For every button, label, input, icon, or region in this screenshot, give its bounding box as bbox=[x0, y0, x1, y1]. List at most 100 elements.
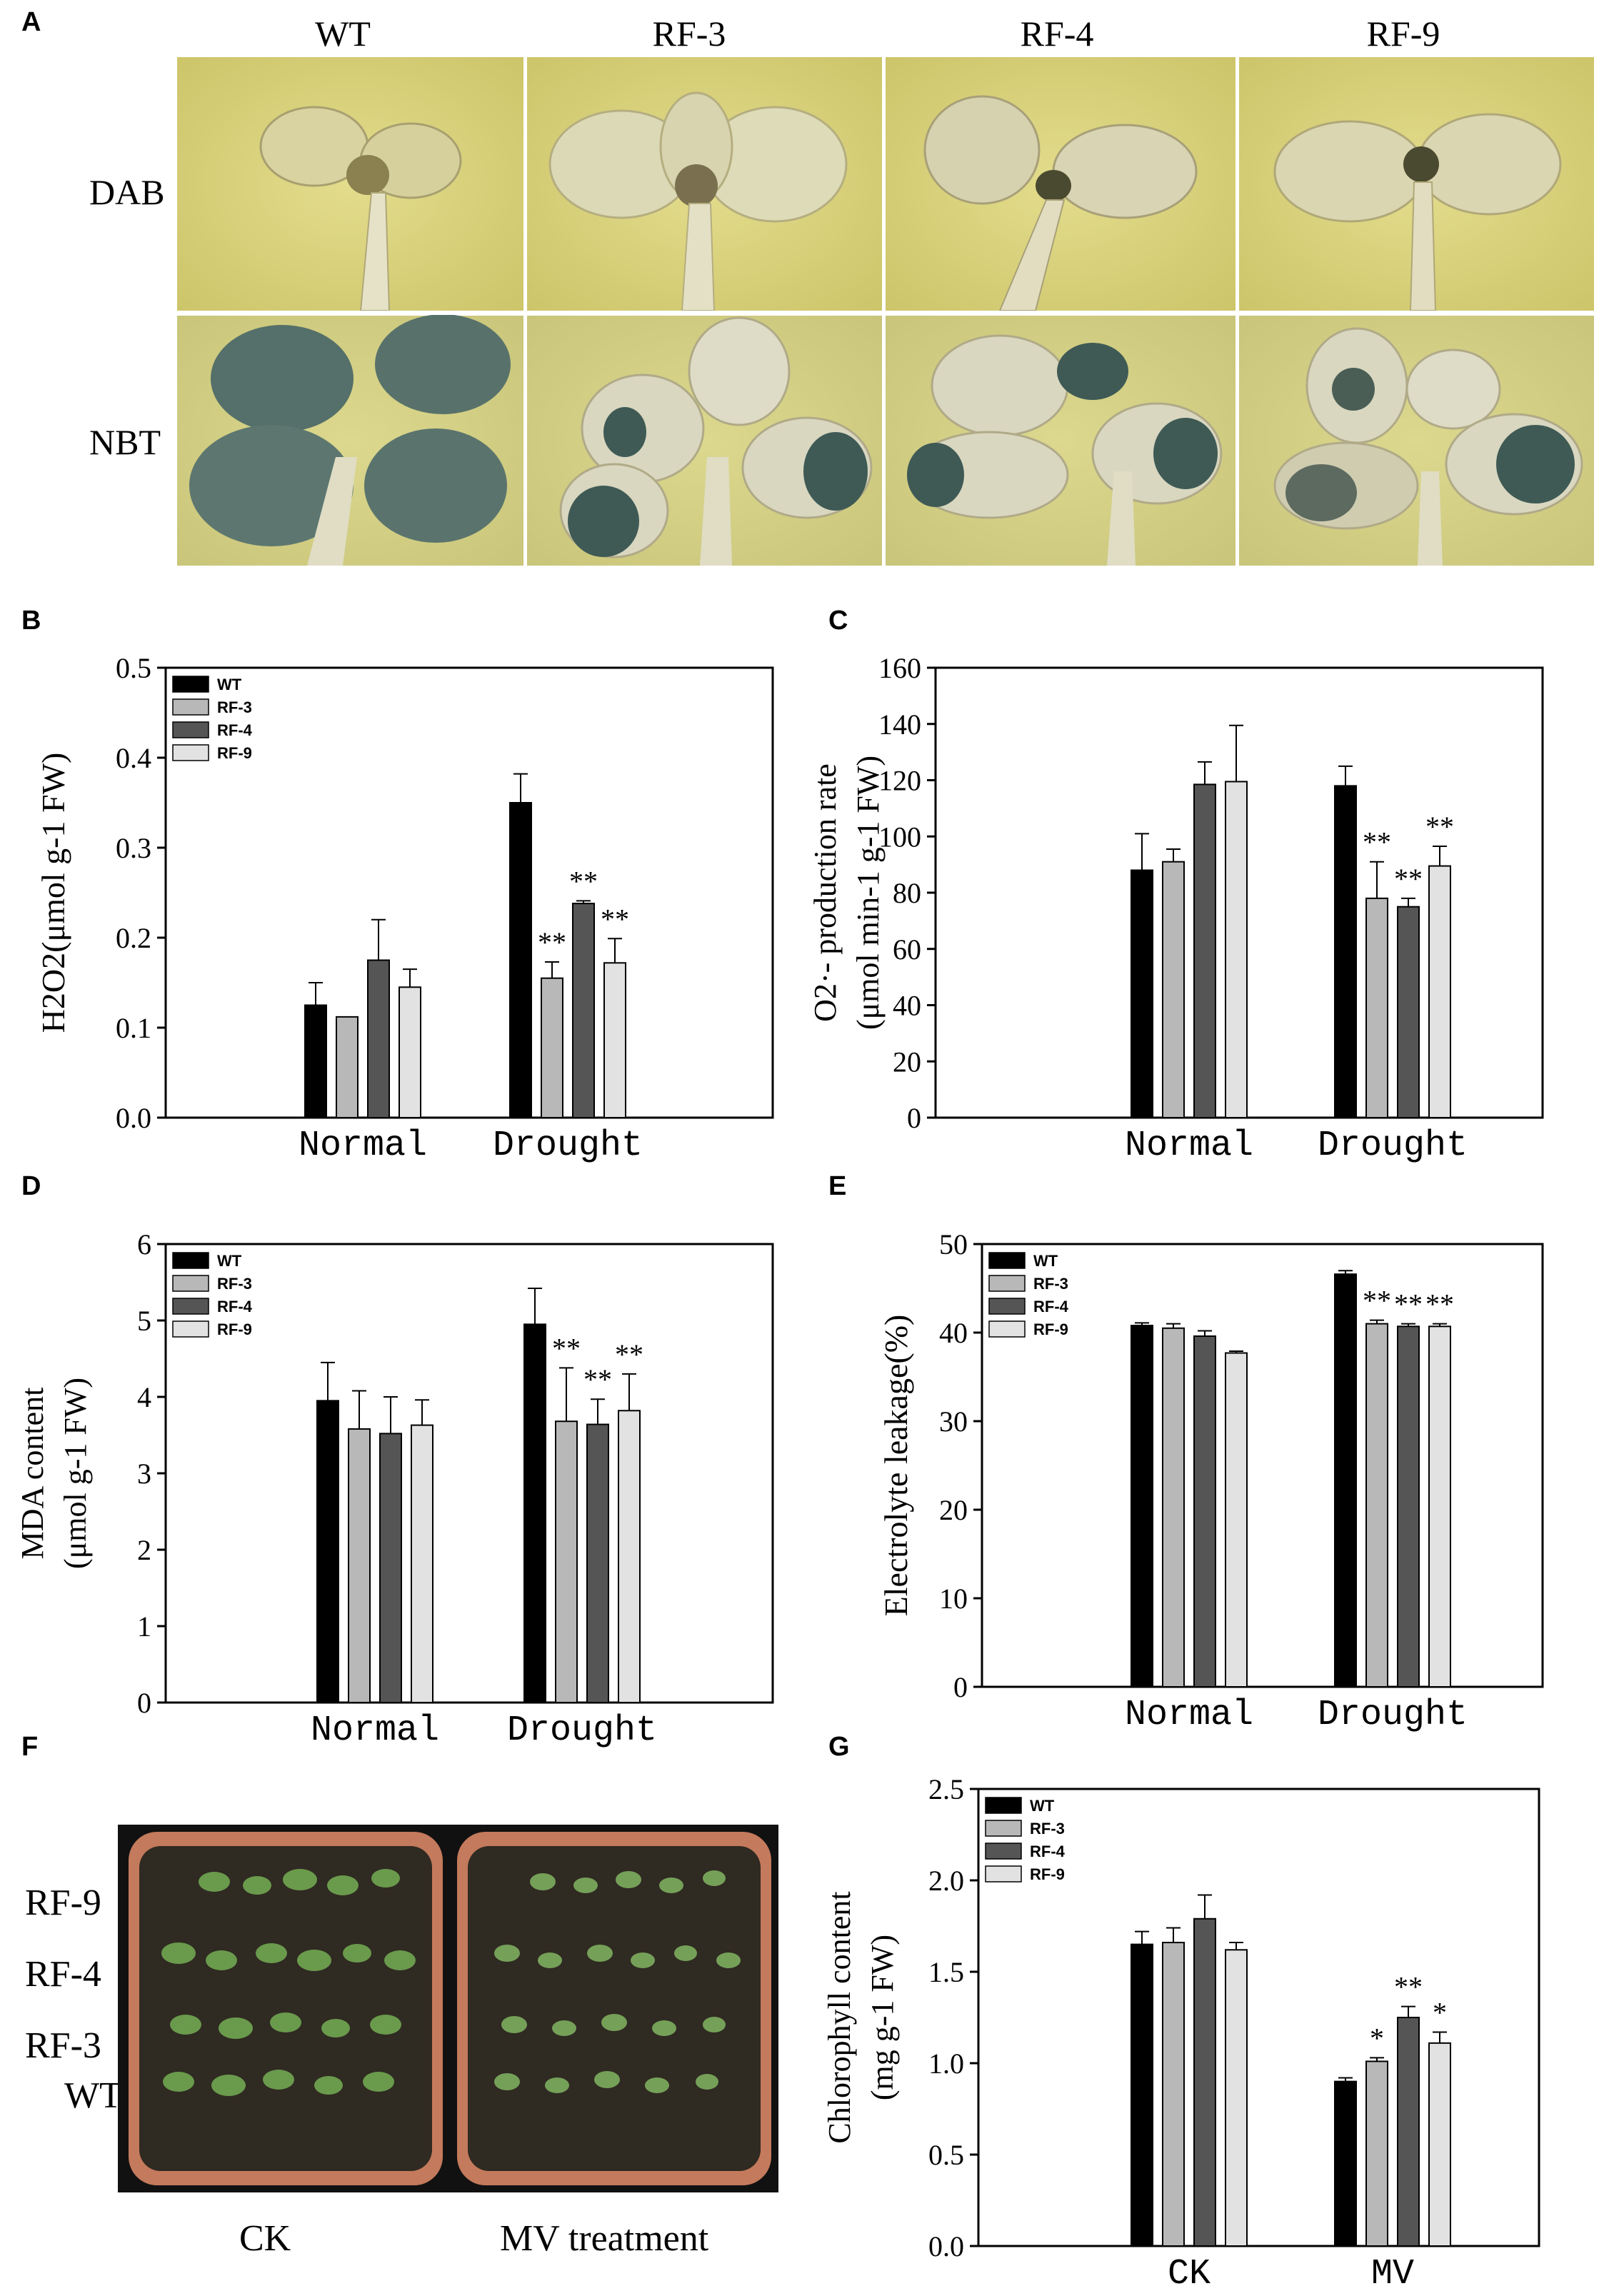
x-category-label: Normal bbox=[1125, 1695, 1253, 1735]
plot-frame bbox=[981, 1243, 1544, 1688]
column-label-rf9: RF-9 bbox=[1366, 14, 1440, 54]
pot-label-mv: MV treatment bbox=[500, 2218, 709, 2259]
plot-frame bbox=[977, 1788, 1540, 2247]
legend-label: RF-4 bbox=[217, 721, 253, 739]
legend-label: RF-3 bbox=[217, 698, 252, 716]
column-label-rf4: RF-4 bbox=[1020, 14, 1094, 54]
significance-mark: ** bbox=[1394, 1288, 1423, 1320]
y-tick-label: 120 bbox=[878, 765, 921, 797]
plot-frame bbox=[164, 666, 774, 1119]
panel-letter-g: G bbox=[828, 1732, 850, 1762]
y-tick-label: 50 bbox=[939, 1228, 968, 1260]
bar-rf-9 bbox=[1225, 1949, 1248, 2247]
bar-wt bbox=[316, 1400, 339, 1703]
panel-letter-a: A bbox=[21, 7, 41, 37]
bar-rf-4 bbox=[1193, 1917, 1216, 2247]
x-category-label: Drought bbox=[507, 1710, 657, 1751]
y-axis-label-bottom: (μmol min-1 g-1 FW) bbox=[851, 756, 886, 1030]
legend-label: RF-3 bbox=[1030, 1820, 1065, 1838]
panel-letter-d: D bbox=[21, 1171, 41, 1201]
y-tick-label: 0.0 bbox=[928, 2230, 964, 2262]
y-tick-label: 1.5 bbox=[928, 1956, 964, 1988]
y-tick-label: 10 bbox=[939, 1583, 968, 1615]
y-axis-label-top: O2·- production rate bbox=[808, 763, 843, 1022]
bar-rf-4 bbox=[1193, 783, 1216, 1118]
bar-wt bbox=[1131, 869, 1153, 1118]
legend-label: WT bbox=[217, 1252, 242, 1270]
x-category-label: CK bbox=[1168, 2254, 1211, 2295]
significance-mark: ** bbox=[569, 865, 598, 897]
x-category-label: Drought bbox=[1318, 1695, 1468, 1735]
y-tick-label: 0.0 bbox=[116, 1102, 151, 1134]
bar-rf-9 bbox=[1428, 2042, 1451, 2247]
legend-label: RF-9 bbox=[217, 744, 252, 762]
column-label-rf3: RF-3 bbox=[652, 14, 726, 54]
nbt-photo-rf4 bbox=[886, 316, 1235, 566]
nbt-photo-rf3 bbox=[527, 316, 882, 566]
bar-rf-4 bbox=[572, 903, 595, 1118]
y-axis-label-top: Chlorophyll content bbox=[822, 1891, 857, 2143]
legend-swatch bbox=[172, 1298, 209, 1315]
dab-photo-wt bbox=[177, 57, 523, 311]
bar-rf-9 bbox=[411, 1424, 433, 1703]
y-tick-label: 1 bbox=[137, 1610, 151, 1643]
y-axis-label-bottom: (mg g-1 FW) bbox=[865, 1935, 900, 2100]
bar-rf-3 bbox=[1365, 2060, 1388, 2247]
bar-rf-3 bbox=[1365, 897, 1388, 1118]
significance-mark: ** bbox=[1425, 811, 1454, 843]
legend-label: WT bbox=[1030, 1797, 1055, 1815]
y-tick-label: 0 bbox=[137, 1687, 151, 1719]
legend-label: RF-4 bbox=[1030, 1843, 1066, 1860]
bar-wt bbox=[1334, 2080, 1357, 2247]
bar-rf-4 bbox=[379, 1433, 402, 1703]
bar-wt bbox=[509, 802, 532, 1118]
y-tick-label: 0 bbox=[907, 1102, 921, 1134]
x-category-label: Drought bbox=[493, 1126, 643, 1166]
significance-mark: ** bbox=[1394, 863, 1423, 895]
y-axis-label: Electrolyte leakage(%) bbox=[878, 1315, 914, 1617]
bar-rf-3 bbox=[336, 1016, 359, 1118]
bar-wt bbox=[1334, 1273, 1357, 1688]
pot-label-ck: CK bbox=[239, 2218, 291, 2259]
bar-rf-3 bbox=[1162, 1942, 1185, 2247]
legend-swatch bbox=[172, 1252, 209, 1269]
y-tick-label: 0.4 bbox=[116, 742, 151, 774]
y-tick-label: 0.5 bbox=[928, 2139, 964, 2171]
y-tick-label: 0.2 bbox=[116, 922, 151, 954]
legend-label: RF-3 bbox=[217, 1275, 252, 1293]
legend-swatch bbox=[172, 1275, 209, 1292]
y-tick-label: 0.1 bbox=[116, 1012, 151, 1044]
panel-letter-e: E bbox=[828, 1171, 847, 1201]
legend-swatch bbox=[172, 676, 209, 693]
bar-wt bbox=[1131, 1325, 1153, 1688]
dab-photo-rf9 bbox=[1239, 57, 1594, 311]
legend-label: WT bbox=[217, 676, 242, 693]
legend-swatch bbox=[985, 1865, 1022, 1883]
panel-letter-f: F bbox=[21, 1732, 39, 1762]
seedling-photos bbox=[177, 57, 1594, 566]
bar-wt bbox=[304, 1004, 327, 1118]
legend-swatch bbox=[172, 1320, 209, 1338]
bar-wt bbox=[523, 1323, 546, 1703]
y-tick-label: 80 bbox=[893, 877, 921, 909]
plot-frame bbox=[164, 1243, 774, 1704]
legend-label: RF-9 bbox=[1033, 1320, 1068, 1338]
pot-row-label-rf3: RF-3 bbox=[25, 2025, 101, 2066]
y-tick-label: 60 bbox=[893, 933, 921, 966]
bar-rf-4 bbox=[1193, 1335, 1216, 1688]
significance-mark: ** bbox=[1363, 826, 1391, 858]
chart-c: 0 20 40 60 80 100 120 140 160 O2·- production rat… bbox=[808, 652, 1544, 1166]
significance-mark: ** bbox=[552, 1332, 581, 1364]
y-tick-label: 3 bbox=[137, 1458, 151, 1490]
x-category-label: Normal bbox=[1125, 1126, 1253, 1166]
y-tick-label: 0 bbox=[953, 1671, 968, 1703]
bar-rf-9 bbox=[1225, 781, 1248, 1118]
y-axis-label-bottom: (μmol g-1 FW) bbox=[58, 1378, 93, 1569]
legend-swatch bbox=[985, 1843, 1022, 1860]
y-tick-label: 40 bbox=[939, 1317, 968, 1349]
legend-swatch bbox=[172, 744, 209, 761]
panel-letter-c: C bbox=[828, 606, 848, 636]
legend-label: RF-3 bbox=[1033, 1275, 1068, 1293]
